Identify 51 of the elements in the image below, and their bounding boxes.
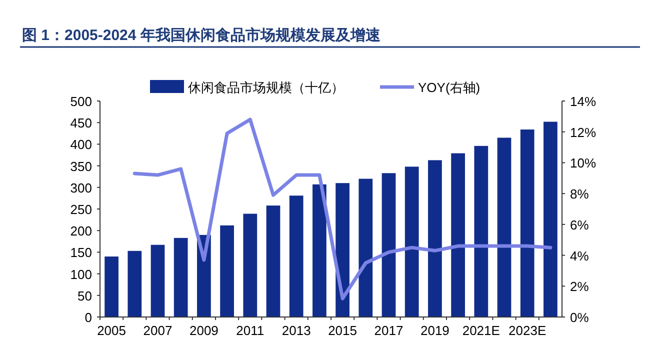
bar — [243, 214, 258, 317]
x-tick-label: 2023E — [508, 323, 546, 338]
bar — [336, 183, 350, 317]
x-tick-label: 2021E — [462, 323, 500, 338]
bar — [174, 238, 188, 317]
y-tick-label: 450 — [70, 116, 92, 131]
y2-tick-label: 14% — [570, 94, 596, 109]
x-tick-label: 2017 — [374, 323, 404, 338]
bar — [428, 160, 442, 317]
x-tick-label: 2013 — [282, 323, 311, 338]
y2-tick-label: 6% — [570, 217, 590, 232]
y-tick-label: 200 — [70, 224, 92, 239]
legend-label: 休闲食品市场规模（十亿） — [188, 80, 344, 95]
y-tick-label: 300 — [70, 180, 92, 196]
bar — [150, 244, 165, 317]
bar — [451, 153, 465, 317]
y-tick-label: 0 — [84, 310, 92, 325]
x-tick-label: 2019 — [420, 323, 450, 338]
bar — [289, 196, 304, 317]
bar — [128, 250, 142, 317]
y-tick-label: 250 — [70, 202, 92, 217]
y2-tick-label: 4% — [570, 248, 590, 264]
x-tick-label: 2007 — [143, 323, 172, 338]
bar — [220, 225, 234, 317]
bar — [104, 256, 118, 317]
y2-tick-label: 0% — [570, 310, 590, 325]
bar — [312, 184, 326, 317]
chart-title: 图 1：2005-2024 年我国休闲食品市场规模发展及增速 — [22, 26, 382, 44]
bar — [382, 173, 396, 317]
y-tick-label: 400 — [70, 137, 92, 152]
x-tick-label: 2005 — [97, 323, 126, 338]
legend-label: YOY(右轴) — [418, 80, 480, 95]
bar — [358, 178, 373, 317]
y-tick-label: 150 — [70, 245, 92, 260]
y-tick-label: 50 — [78, 288, 92, 304]
y-tick-label: 500 — [70, 94, 92, 109]
bar — [404, 166, 419, 317]
x-tick-label: 2009 — [189, 323, 218, 338]
y2-tick-label: 2% — [570, 279, 590, 294]
y-tick-label: 350 — [70, 158, 92, 174]
x-tick-label: 2015 — [328, 323, 358, 338]
y-tick-label: 100 — [70, 266, 92, 282]
bar — [520, 130, 534, 317]
y2-tick-label: 12% — [570, 124, 596, 140]
x-tick-label: 2011 — [236, 323, 264, 338]
bar — [497, 138, 512, 317]
y2-tick-label: 8% — [570, 186, 590, 202]
bar — [474, 146, 488, 317]
y2-tick-label: 10% — [570, 156, 596, 171]
bar — [544, 122, 558, 317]
bar — [266, 206, 280, 317]
